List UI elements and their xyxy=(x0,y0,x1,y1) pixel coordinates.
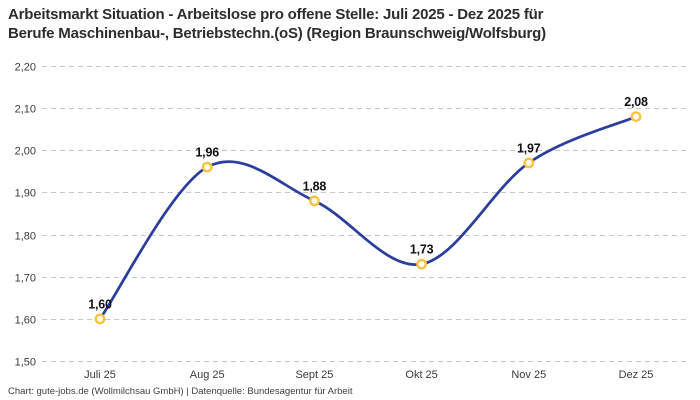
y-tick-label: 2,00 xyxy=(15,146,36,158)
data-point-marker xyxy=(416,258,427,270)
data-point-marker xyxy=(523,157,535,169)
y-tick-label: 1,70 xyxy=(15,273,36,285)
chart-title-line2: Berufe Maschinenbau-, Betriebstechn.(oS)… xyxy=(8,25,546,43)
x-axis-label: Nov 25 xyxy=(511,369,546,381)
series-line xyxy=(98,115,638,321)
y-tick-label: 1,50 xyxy=(15,357,36,369)
chart-title-line1: Arbeitsmarkt Situation - Arbeitslose pro… xyxy=(8,6,544,23)
data-point-marker xyxy=(308,195,320,207)
data-point-label: 1,88 xyxy=(303,179,327,193)
x-axis-label: Sept 25 xyxy=(295,369,333,381)
data-point-label: 1,60 xyxy=(88,297,112,311)
x-axis-label: Dez 25 xyxy=(619,369,654,381)
data-point-marker xyxy=(94,313,106,325)
attribution: Chart: gute-jobs.de (Wollmilchsau GmbH) … xyxy=(8,386,353,397)
y-tick-label: 1,90 xyxy=(15,188,36,200)
y-tick-label: 1,60 xyxy=(15,315,36,327)
data-point-label: 1,96 xyxy=(195,146,219,160)
data-point-marker xyxy=(630,111,642,123)
x-axis-label: Juli 25 xyxy=(84,369,116,381)
x-axis-label: Okt 25 xyxy=(405,369,437,381)
data-point-marker xyxy=(201,161,213,173)
chart-title: Arbeitsmarkt Situation - Arbeitslose pro… xyxy=(8,5,688,43)
y-tick-label: 1,80 xyxy=(15,231,36,243)
data-point-label: 2,08 xyxy=(624,95,648,109)
data-point-label: 1,97 xyxy=(517,141,541,155)
x-axis-label: Aug 25 xyxy=(190,369,225,381)
y-tick-label: 2,10 xyxy=(15,104,36,116)
data-point-label: 1,73 xyxy=(410,243,434,257)
y-tick-label: 2,20 xyxy=(15,62,36,74)
